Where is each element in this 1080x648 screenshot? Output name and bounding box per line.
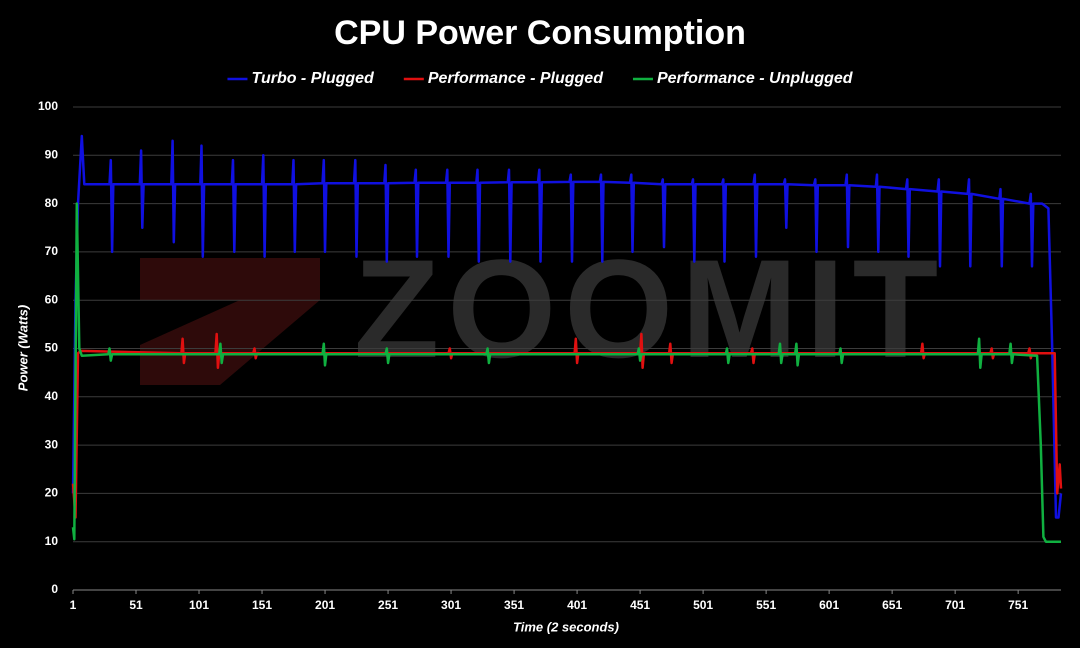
- y-tick-label: 60: [45, 292, 59, 306]
- legend-item: Performance - Plugged: [403, 70, 604, 87]
- y-tick-label: 20: [45, 486, 59, 500]
- x-tick-label: 551: [756, 598, 776, 612]
- x-tick-label: 101: [189, 598, 209, 612]
- x-tick-label: 151: [252, 598, 272, 612]
- x-tick-label: 501: [693, 598, 713, 612]
- x-tick-label: 1: [70, 598, 77, 612]
- x-tick-label: 401: [567, 598, 587, 612]
- x-tick-label: 51: [129, 598, 143, 612]
- legend-label: Performance - Plugged: [428, 70, 604, 87]
- y-tick-label: 40: [45, 389, 59, 403]
- y-tick-label: 30: [45, 437, 59, 451]
- x-tick-label: 751: [1008, 598, 1028, 612]
- x-axis-label: Time (2 seconds): [513, 619, 619, 634]
- y-tick-label: 80: [45, 196, 59, 210]
- x-tick-label: 651: [882, 598, 902, 612]
- y-axis-label: Power (Watts): [15, 305, 30, 391]
- chart-title: CPU Power Consumption: [334, 14, 746, 52]
- legend-label: Turbo - Plugged: [251, 70, 375, 87]
- x-tick-label: 351: [504, 598, 524, 612]
- legend: Turbo - Plugged Performance - Plugged Perf…: [227, 70, 854, 87]
- legend-label: Performance - Unplugged: [657, 70, 854, 87]
- y-tick-label: 100: [38, 99, 58, 113]
- legend-item: Turbo - Plugged: [227, 70, 375, 87]
- series-line: [71, 134, 1063, 519]
- y-tick-label: 50: [45, 341, 59, 355]
- legend-item: Performance - Unplugged: [632, 70, 854, 87]
- x-tick-label: 201: [315, 598, 335, 612]
- y-tick-label: 90: [45, 147, 59, 161]
- series-line: [71, 202, 1061, 543]
- x-tick-label: 601: [819, 598, 839, 612]
- plot: [71, 134, 1063, 543]
- y-tick-label: 10: [45, 534, 59, 548]
- y-tick-label: 70: [45, 244, 59, 258]
- x-tick-label: 451: [630, 598, 650, 612]
- y-tick-label: 0: [51, 582, 58, 596]
- series-line: [71, 332, 1063, 519]
- watermark: ZOOMIT: [354, 230, 946, 387]
- x-tick-label: 301: [441, 598, 461, 612]
- x-tick-label: 701: [945, 598, 965, 612]
- x-tick-label: 251: [378, 598, 398, 612]
